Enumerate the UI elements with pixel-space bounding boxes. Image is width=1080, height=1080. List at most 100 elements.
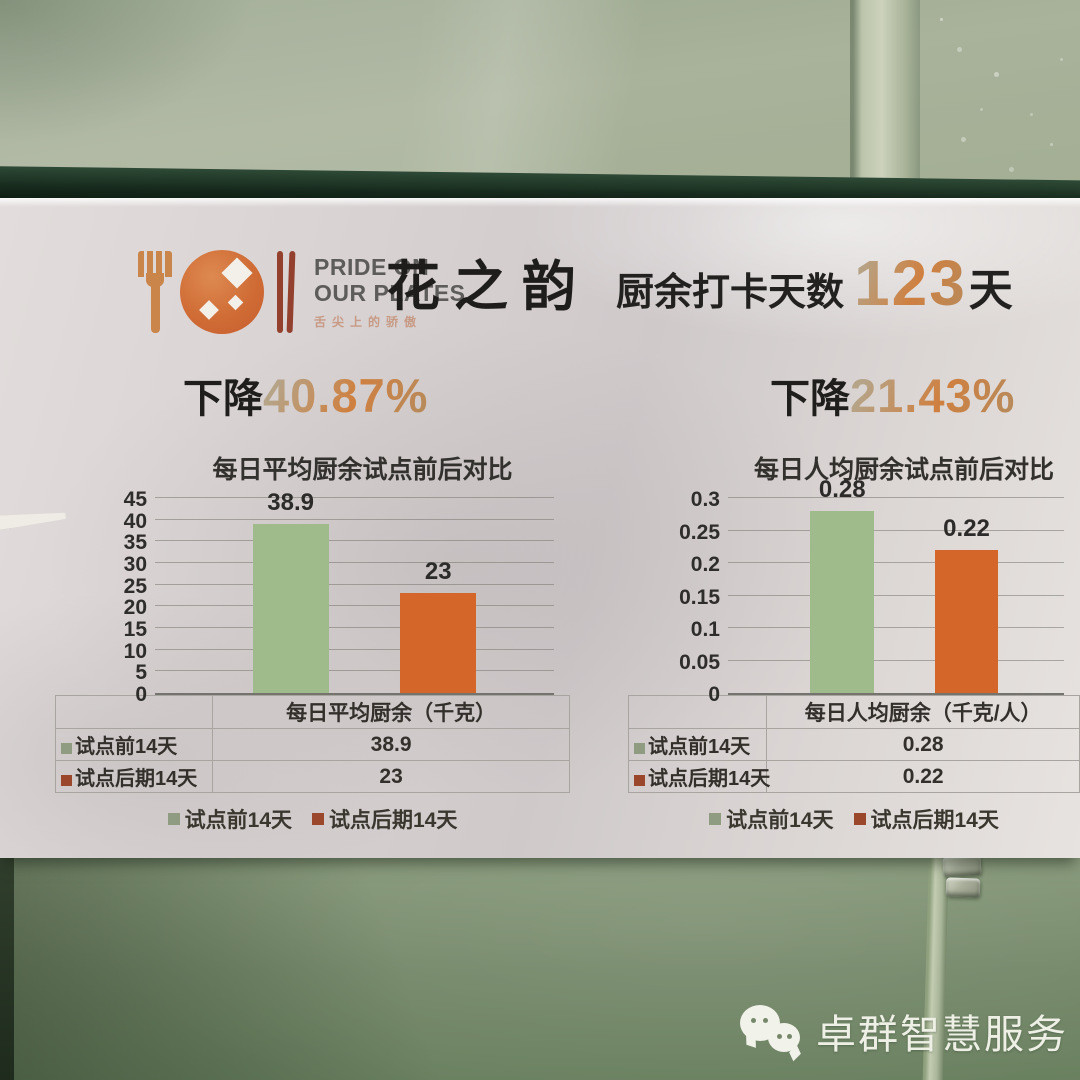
sparkle-icon [221, 257, 253, 289]
brand-text: PRIDE ON OUR PLATES 舌尖上的骄傲 [314, 254, 466, 331]
series-marker-icon [634, 743, 645, 754]
category-header: 每日人均厨余（千克/人） [766, 695, 1080, 729]
data-table: 每日平均厨余（千克） 试点前14天 38.9 试点后期14天 23 [54, 695, 570, 793]
gridline [155, 605, 554, 607]
y-tick-label: 0 [135, 683, 147, 706]
legend-label: 试点后期14天 [870, 809, 999, 832]
cabinet-frame-left [0, 826, 14, 1080]
table-corner-cell [54, 695, 214, 729]
bar-value-label: 38.9 [267, 489, 314, 517]
y-tick-label: 25 [123, 574, 147, 598]
table-corner-cell [627, 695, 768, 729]
y-tick-label: 0.3 [690, 488, 720, 511]
bar-after-pilot [934, 550, 999, 693]
legend-label: 试点前14天 [184, 809, 292, 832]
checkin-unit: 天 [968, 266, 1013, 315]
series-marker-icon [61, 775, 72, 786]
y-tick-label: 10 [123, 639, 147, 663]
legend-marker-icon [312, 813, 324, 825]
brand-line1: PRIDE ON [314, 253, 430, 280]
chart-title: 每日人均厨余试点前后对比 [753, 456, 1054, 484]
legend-label: 试点前14天 [726, 809, 834, 832]
wechat-icon [740, 1003, 804, 1062]
gridline [728, 659, 1064, 661]
chart-section-daily-average: 下降40.87% 每日平均厨余试点前后对比 0 5 10 15 20 25 30 35 40 45… [54, 366, 570, 834]
watermark: 卓群智慧服务 [740, 1002, 1068, 1062]
y-tick-label: 40 [123, 509, 147, 533]
series-name: 试点后期14天 [648, 768, 771, 790]
data-table-body: 试点前14天 38.9 试点后期14天 23 [54, 728, 570, 793]
bar-after-pilot [400, 593, 477, 693]
poster-sheet: PRIDE ON OUR PLATES 舌尖上的骄傲 花之韵 厨余打卡天数 12… [0, 198, 1080, 858]
legend-item: 试点后期14天 [312, 804, 457, 834]
gridline [155, 562, 554, 563]
table-cell-value: 38.9 [212, 728, 570, 761]
legend: 试点前14天 试点后期14天 [628, 804, 1080, 834]
table-cell-value: 0.22 [766, 760, 1080, 793]
legend: 试点前14天 试点后期14天 [55, 804, 570, 834]
poster-header: 花之韵 厨余打卡天数 123 天 [386, 242, 1013, 321]
chopsticks-icon [274, 250, 298, 334]
bar-before-pilot [252, 524, 329, 693]
series-marker-icon [61, 743, 72, 754]
series-marker-icon [634, 775, 645, 786]
plot-area: 38.9 23 [155, 489, 554, 695]
plot-row: 0 0.05 0.1 0.15 0.2 0.25 0.3 0.28 0.22 [628, 476, 1080, 706]
legend-marker-icon [167, 813, 180, 825]
legend-label: 试点后期14天 [329, 809, 458, 832]
table-cell-value: 23 [212, 760, 570, 793]
table-row: 试点后期14天 0.22 [627, 760, 1080, 793]
table-cell-series: 试点前14天 [54, 728, 214, 761]
legend-item: 试点前14天 [167, 804, 292, 834]
legend-marker-icon [709, 813, 722, 825]
table-cell-series: 试点后期14天 [627, 760, 771, 793]
gridline [155, 540, 554, 542]
y-tick-label: 0.25 [679, 520, 720, 544]
series-name: 试点后期14天 [75, 768, 198, 790]
y-tick-label: 0.05 [679, 650, 720, 674]
gridline [728, 529, 1064, 531]
bar-value-label: 0.22 [943, 515, 990, 542]
watermark-text: 卓群智慧服务 [816, 1013, 1068, 1057]
y-tick-label: 5 [135, 661, 147, 685]
y-axis: 0 0.05 0.1 0.15 0.2 0.25 0.3 [628, 488, 728, 706]
data-table: 每日人均厨余（千克/人） 试点前14天 0.28 试点后期14天 0.22 [627, 695, 1080, 793]
table-row: 试点后期14天 23 [54, 760, 570, 793]
y-tick-label: 45 [123, 488, 147, 511]
glass-speckles [940, 18, 943, 21]
y-tick-label: 0.2 [690, 553, 720, 576]
y-axis: 0 5 10 15 20 25 30 35 40 45 [55, 488, 155, 706]
gridline [155, 648, 554, 650]
chart-title: 每日平均厨余试点前后对比 [212, 456, 513, 484]
table-cell-value: 0.28 [766, 728, 1080, 761]
series-name: 试点前14天 [648, 736, 751, 758]
category-header: 每日平均厨余（千克） [212, 695, 570, 729]
table-row: 试点前14天 0.28 [627, 728, 1080, 761]
gridline [728, 497, 1064, 498]
plot-row: 0 5 10 15 20 25 30 35 40 45 38.9 23 [55, 488, 570, 706]
sparkle-icon [199, 300, 219, 320]
drop-label: 下降 [183, 377, 263, 421]
bar-before-pilot [810, 511, 875, 693]
y-tick-label: 20 [123, 596, 147, 620]
y-tick-label: 15 [123, 618, 147, 641]
series-name: 试点前14天 [75, 736, 178, 758]
fork-icon [138, 251, 172, 333]
gridline [728, 562, 1064, 563]
checkin-days-value: 123 [854, 247, 967, 319]
y-tick-label: 0.1 [690, 618, 720, 641]
drop-value: 21.43% [850, 369, 1016, 422]
hinge-clip [942, 855, 982, 877]
logo: PRIDE ON OUR PLATES 舌尖上的骄傲 [138, 250, 466, 334]
bar-value-label: 0.28 [818, 476, 866, 503]
drop-label: 下降 [770, 377, 850, 421]
brand-line2: OUR PLATES [314, 280, 466, 306]
legend-marker-icon [853, 813, 866, 825]
table-header-row: 每日人均厨余（千克/人） [627, 695, 1080, 729]
hinge-clip [945, 877, 981, 898]
y-tick-label: 35 [123, 531, 147, 555]
drop-headline: 下降21.43% [628, 366, 1080, 428]
poster-title: 花之韵 [386, 257, 590, 317]
gridline [155, 583, 554, 585]
